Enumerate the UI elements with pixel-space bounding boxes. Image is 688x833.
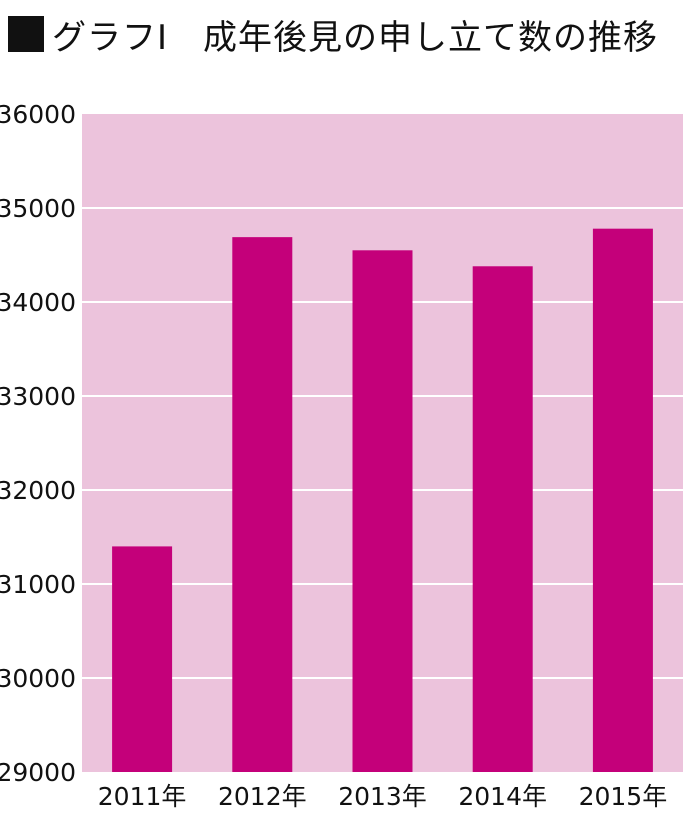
- chart-title: グラフI 成年後見の申し立て数の推移: [8, 8, 658, 60]
- chart-title-text: グラフI 成年後見の申し立て数の推移: [52, 17, 659, 58]
- bar: [352, 250, 413, 773]
- title-square-icon: [8, 16, 44, 52]
- y-tick-label: 34000: [0, 288, 76, 317]
- y-tick-label: 29000: [0, 758, 76, 787]
- x-tick-label: 2012年: [218, 782, 307, 811]
- x-tick-label: 2015年: [579, 782, 668, 811]
- x-tick-label: 2013年: [338, 782, 427, 811]
- x-tick-label: 2014年: [458, 782, 547, 811]
- y-tick-label: 36000: [0, 100, 76, 129]
- y-tick-label: 32000: [0, 476, 76, 505]
- y-tick-label: 31000: [0, 570, 76, 599]
- y-tick-label: 30000: [0, 664, 76, 693]
- bar: [472, 266, 533, 772]
- y-tick-label: 33000: [0, 382, 76, 411]
- bar: [592, 228, 653, 772]
- y-tick-label: 35000: [0, 194, 76, 223]
- x-tick-label: 2011年: [98, 782, 187, 811]
- bar: [232, 237, 293, 772]
- bar: [112, 546, 173, 772]
